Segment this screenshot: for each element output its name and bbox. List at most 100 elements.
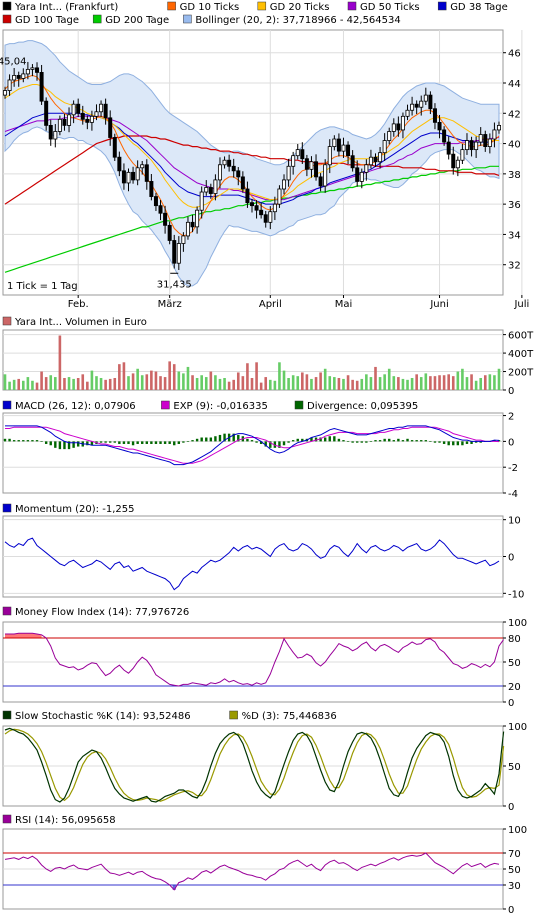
volume-bar <box>86 381 89 390</box>
stochastic-ytick-label: 50 <box>508 762 521 773</box>
macd-divergence-bar <box>173 441 176 446</box>
macd-divergence-bar <box>168 441 171 444</box>
price-ytick-label: 34 <box>508 230 521 241</box>
price-candle-body <box>249 202 254 207</box>
momentum-ytick-label: -10 <box>508 589 524 600</box>
macd-divergence-bar <box>273 441 277 448</box>
price-candle-body <box>94 111 99 117</box>
volume-bar <box>378 377 382 390</box>
volume-bar <box>438 375 441 390</box>
volume-bar <box>21 380 25 390</box>
price-candle-body <box>172 240 177 264</box>
price-candle-body <box>245 188 250 204</box>
macd-divergence-bar <box>182 441 185 443</box>
volume-bar <box>273 380 277 390</box>
macd-divergence-bar <box>397 438 400 442</box>
price-ytick-label: 42 <box>508 109 521 120</box>
macd-divergence-bar <box>26 440 30 442</box>
macd-divergence-bar <box>246 438 249 442</box>
volume-bar <box>104 379 107 390</box>
volume-bar <box>451 376 455 390</box>
macd-divergence-bar <box>214 436 217 442</box>
macd-divergence-bar <box>342 440 345 442</box>
macd-divergence-bar <box>223 433 226 442</box>
macd-divergence-bar <box>232 433 235 442</box>
price-candle-body <box>35 67 40 73</box>
volume-bar <box>209 371 213 390</box>
price-candle-body <box>163 212 168 226</box>
volume-bar <box>259 382 263 390</box>
price-legend-row2-swatch <box>2 14 12 24</box>
mfi-ytick-label: 20 <box>508 682 521 693</box>
volume-bar <box>433 376 437 390</box>
price-candle-body <box>259 209 264 216</box>
volume-bar <box>127 376 130 390</box>
price-candle-body <box>227 159 232 167</box>
price-candle-body <box>405 109 410 117</box>
price-candle-body <box>496 125 501 131</box>
macd-divergence-bar <box>442 441 446 444</box>
price-candle-body <box>39 72 44 102</box>
macd-divergence-bar <box>141 441 144 444</box>
bollinger-band <box>4 40 500 287</box>
price-candle-body <box>199 191 204 211</box>
price-candle-body <box>295 149 300 157</box>
price-candle-body <box>208 187 213 194</box>
rsi-ytick-label: 0 <box>508 905 514 916</box>
price-legend-row1-label: GD 20 Ticks <box>270 2 330 13</box>
price-candle-body <box>108 117 113 138</box>
price-candle-body <box>236 170 241 178</box>
price-candle-body <box>181 235 186 244</box>
macd-divergence-bar <box>497 440 501 442</box>
volume-legend-swatch <box>2 316 12 326</box>
volume-bar <box>497 368 501 390</box>
macd-divergence-bar <box>122 441 126 444</box>
macd-divergence-bar <box>195 438 199 442</box>
price-candle-body <box>291 155 296 167</box>
volume-bar <box>410 378 414 390</box>
macd-divergence-bar <box>351 441 354 443</box>
rsi-ytick-label: 70 <box>508 849 521 860</box>
macd-divergence-bar <box>154 441 158 444</box>
volume-bar <box>447 374 450 390</box>
price-legend-row1-swatch <box>167 1 176 11</box>
stochastic-legend-swatch <box>229 710 238 720</box>
price-candle-body <box>446 141 451 155</box>
volume-bar <box>337 378 341 390</box>
price-candle-body <box>195 209 200 228</box>
macd-divergence-bar <box>113 441 116 443</box>
macd-divergence-bar <box>374 440 377 442</box>
price-legend-row2-swatch <box>183 14 192 24</box>
volume-bar <box>218 378 222 390</box>
price-candle-body <box>419 100 424 108</box>
price-candle-body <box>71 103 76 116</box>
volume-bar <box>305 374 309 390</box>
price-candle-body <box>57 118 62 132</box>
price-candle-body <box>217 164 222 181</box>
macd-divergence-bar <box>346 441 350 442</box>
volume-bar <box>241 376 245 390</box>
macd-divergence-bar <box>406 438 409 442</box>
price-candle-body <box>117 156 122 172</box>
macd-divergence-bar <box>291 440 295 442</box>
macd-divergence-bar <box>378 440 382 442</box>
volume-bar <box>17 378 21 390</box>
volume-bar <box>145 374 149 390</box>
macd-divergence-bar <box>456 441 460 446</box>
macd-divergence-bar <box>17 440 20 442</box>
rsi-line <box>4 852 500 891</box>
volume-bar <box>108 378 112 390</box>
volume-bar <box>90 370 94 390</box>
macd-divergence-bar <box>415 440 418 442</box>
volume-bar <box>136 368 139 390</box>
macd-divergence-bar <box>200 437 203 442</box>
volume-bar <box>383 374 386 390</box>
price-candle-body <box>469 140 474 151</box>
mfi-legend-swatch <box>2 606 12 616</box>
volume-bar <box>168 361 171 390</box>
macd-divergence-bar <box>136 441 139 444</box>
macd-divergence-bar <box>314 437 318 442</box>
price-candle-body <box>85 118 90 123</box>
macd-divergence-bar <box>360 441 363 443</box>
